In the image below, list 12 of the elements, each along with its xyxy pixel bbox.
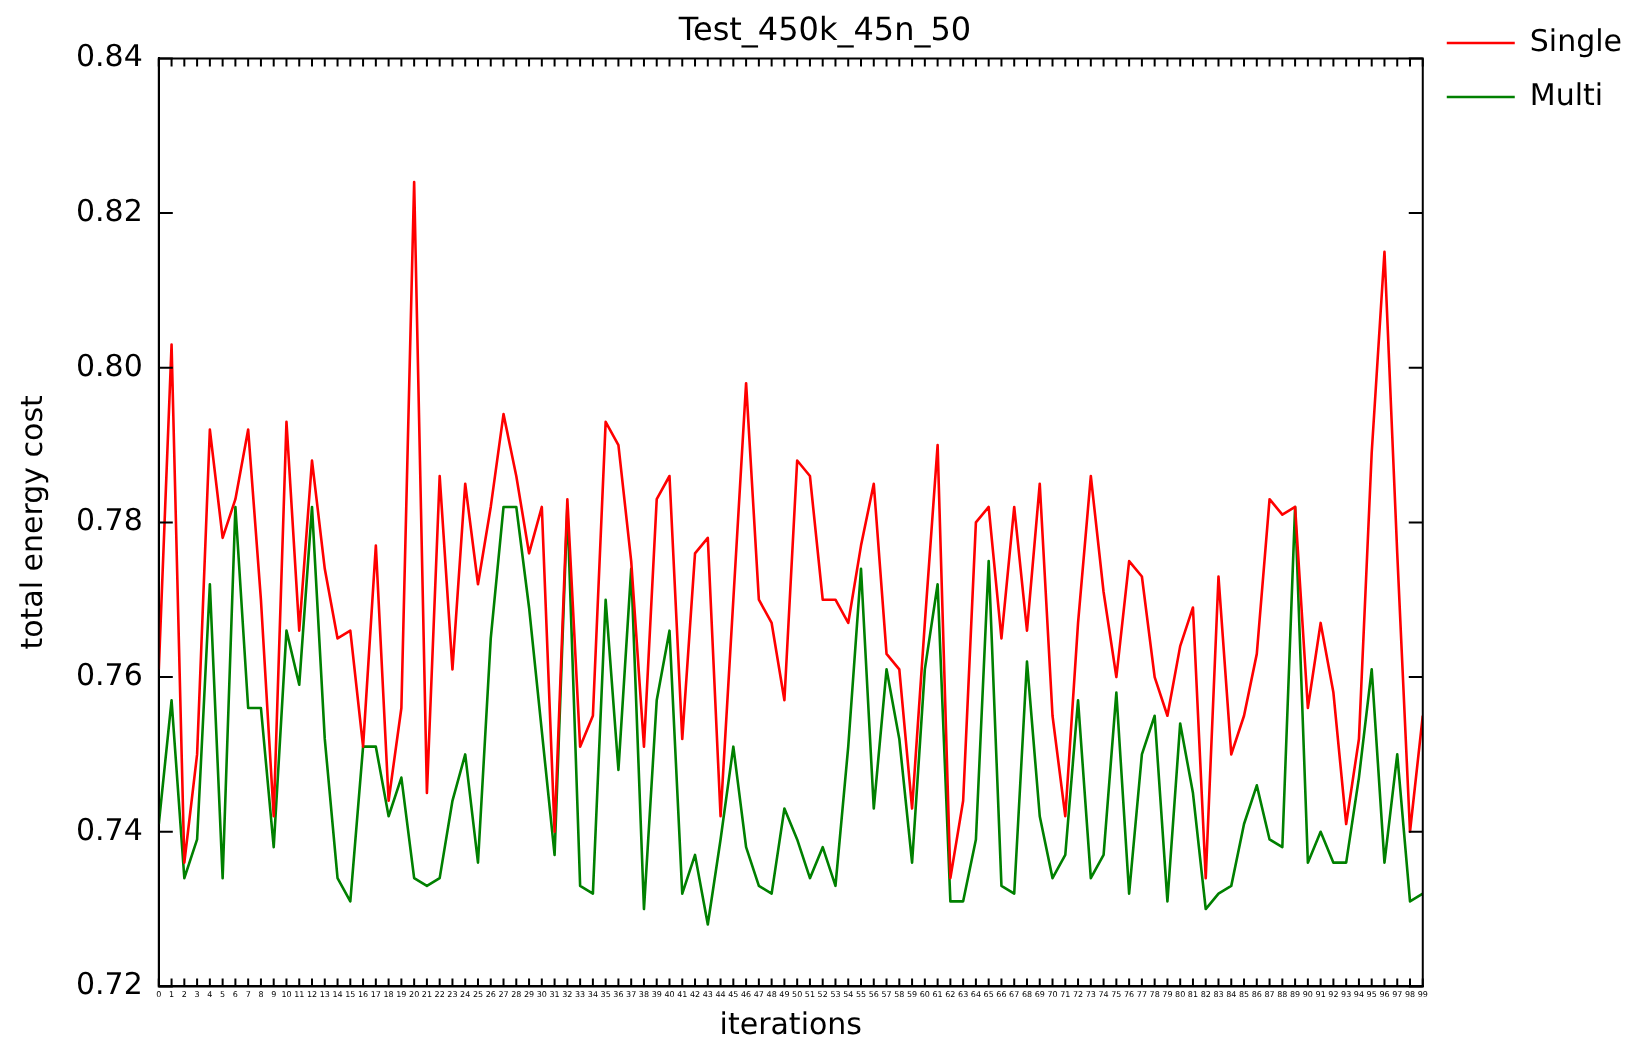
y-tick-label: 0.76 [75,656,143,693]
y-tick-label: 0.80 [75,347,143,384]
y-axis-title: total energy cost [13,394,50,650]
y-tick-label: 0.82 [75,192,143,229]
x-axis-title: iterations [719,1005,863,1042]
legend-label: Multi [1529,76,1604,113]
y-tick-label: 0.74 [75,811,143,848]
legend-label: Single [1529,22,1623,59]
y-tick-label: 0.78 [75,502,143,539]
y-tick-label: 0.72 [75,966,143,1003]
chart-title: Test_450k_45n_50 [676,9,972,48]
y-tick-label: 0.84 [75,38,143,75]
